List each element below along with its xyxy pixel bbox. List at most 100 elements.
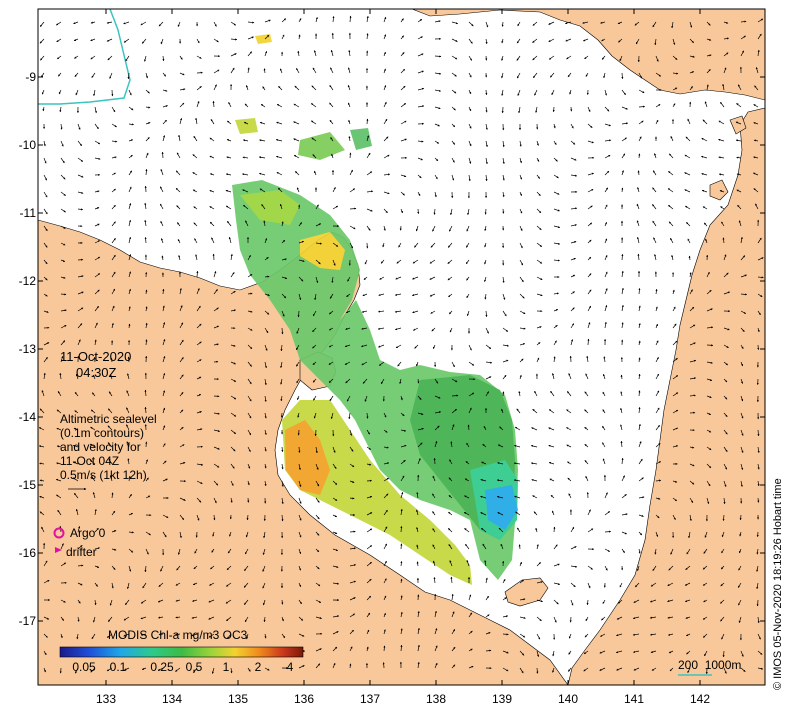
- velocity-arrow: [160, 168, 164, 176]
- velocity-arrow: [213, 270, 217, 278]
- velocity-arrow: [502, 293, 506, 300]
- y-tick-label: -15: [18, 478, 36, 492]
- velocity-arrow: [312, 310, 317, 317]
- velocity-arrow: [73, 38, 79, 42]
- velocity-arrow: [179, 72, 185, 76]
- velocity-arrow: [532, 55, 538, 61]
- velocity-arrow: [94, 306, 99, 312]
- velocity-arrow: [315, 16, 318, 23]
- velocity-arrow: [111, 322, 114, 329]
- velocity-arrow: [111, 271, 116, 278]
- velocity-arrow: [417, 174, 422, 179]
- velocity-arrow: [145, 72, 148, 79]
- x-tick-label: 136: [293, 692, 315, 706]
- velocity-arrow: [383, 208, 388, 214]
- velocity-arrow: [77, 339, 81, 346]
- velocity-arrow: [230, 290, 236, 295]
- velocity-arrow: [689, 306, 695, 312]
- velocity-arrow: [433, 208, 436, 215]
- velocity-arrow: [196, 341, 202, 346]
- velocity-arrow: [60, 174, 66, 180]
- velocity-arrow: [684, 189, 691, 193]
- velocity-arrow: [328, 344, 334, 348]
- velocity-arrow: [347, 67, 351, 74]
- velocity-arrow: [313, 170, 317, 176]
- velocity-arrow: [145, 106, 151, 109]
- velocity-arrow: [281, 239, 286, 244]
- velocity-arrow: [417, 191, 421, 197]
- velocity-arrow: [517, 21, 521, 27]
- velocity-arrow: [689, 71, 695, 74]
- velocity-arrow: [706, 54, 712, 57]
- velocity-arrow: [74, 72, 79, 77]
- velocity-arrow: [60, 140, 64, 147]
- velocity-arrow: [361, 361, 368, 366]
- velocity-arrow: [553, 259, 560, 262]
- velocity-arrow: [619, 55, 623, 62]
- velocity-arrow: [94, 322, 98, 329]
- velocity-arrow: [636, 220, 640, 227]
- velocity-arrow: [109, 72, 113, 79]
- velocity-arrow: [162, 89, 168, 92]
- velocity-arrow: [536, 208, 542, 214]
- velocity-arrow: [293, 138, 300, 142]
- velocity-arrow: [451, 106, 456, 111]
- velocity-arrow: [637, 253, 640, 261]
- velocity-arrow: [293, 154, 300, 159]
- velocity-arrow: [349, 242, 354, 249]
- velocity-arrow: [145, 322, 148, 329]
- velocity-arrow: [258, 156, 266, 159]
- velocity-arrow: [740, 50, 745, 57]
- velocity-arrow: [434, 89, 442, 92]
- annotation-legend-text: Altimetric sealevel (0.1m contours) and …: [60, 412, 157, 482]
- velocity-arrow: [553, 242, 561, 245]
- velocity-arrow: [638, 153, 641, 159]
- velocity-arrow: [193, 222, 198, 227]
- velocity-arrow: [720, 101, 725, 108]
- velocity-arrow: [344, 344, 351, 348]
- velocity-arrow: [380, 259, 385, 264]
- velocity-arrow: [706, 326, 714, 329]
- velocity-arrow: [485, 140, 488, 148]
- velocity-arrow: [330, 49, 334, 57]
- velocity-arrow: [159, 186, 164, 193]
- land: [38, 9, 765, 685]
- velocity-arrow: [604, 254, 608, 261]
- velocity-arrow: [485, 106, 488, 113]
- velocity-arrow: [566, 55, 572, 60]
- velocity-arrow: [178, 255, 181, 261]
- velocity-arrow: [311, 103, 317, 108]
- velocity-arrow: [195, 254, 198, 261]
- velocity-arrow: [448, 293, 453, 298]
- velocity-arrow: [565, 38, 572, 42]
- velocity-arrow: [77, 307, 84, 312]
- velocity-arrow: [145, 122, 151, 125]
- eez-boundary: [38, 9, 131, 105]
- velocity-arrow: [162, 135, 166, 142]
- velocity-arrow: [735, 139, 742, 142]
- velocity-arrow: [247, 292, 253, 295]
- velocity-arrow: [349, 225, 356, 230]
- velocity-arrow: [570, 207, 578, 210]
- velocity-arrow: [548, 55, 555, 60]
- velocity-arrow: [740, 293, 748, 296]
- velocity-arrow: [468, 21, 474, 27]
- velocity-arrow: [141, 38, 147, 44]
- velocity-arrow: [604, 288, 608, 295]
- velocity-arrow: [383, 173, 391, 176]
- velocity-arrow: [722, 83, 725, 91]
- velocity-arrow: [77, 275, 84, 278]
- velocity-arrow: [348, 49, 351, 57]
- velocity-arrow: [701, 189, 708, 193]
- velocity-arrow: [400, 543, 403, 550]
- velocity-arrow: [196, 270, 199, 278]
- velocity-arrow: [655, 340, 659, 346]
- velocity-arrow: [209, 137, 215, 142]
- velocity-arrow: [145, 306, 148, 312]
- velocity-arrow: [279, 68, 283, 74]
- velocity-arrow: [604, 154, 611, 159]
- velocity-arrow: [519, 208, 523, 214]
- velocity-arrow: [536, 276, 543, 281]
- velocity-arrow: [434, 20, 441, 23]
- velocity-arrow: [669, 153, 674, 159]
